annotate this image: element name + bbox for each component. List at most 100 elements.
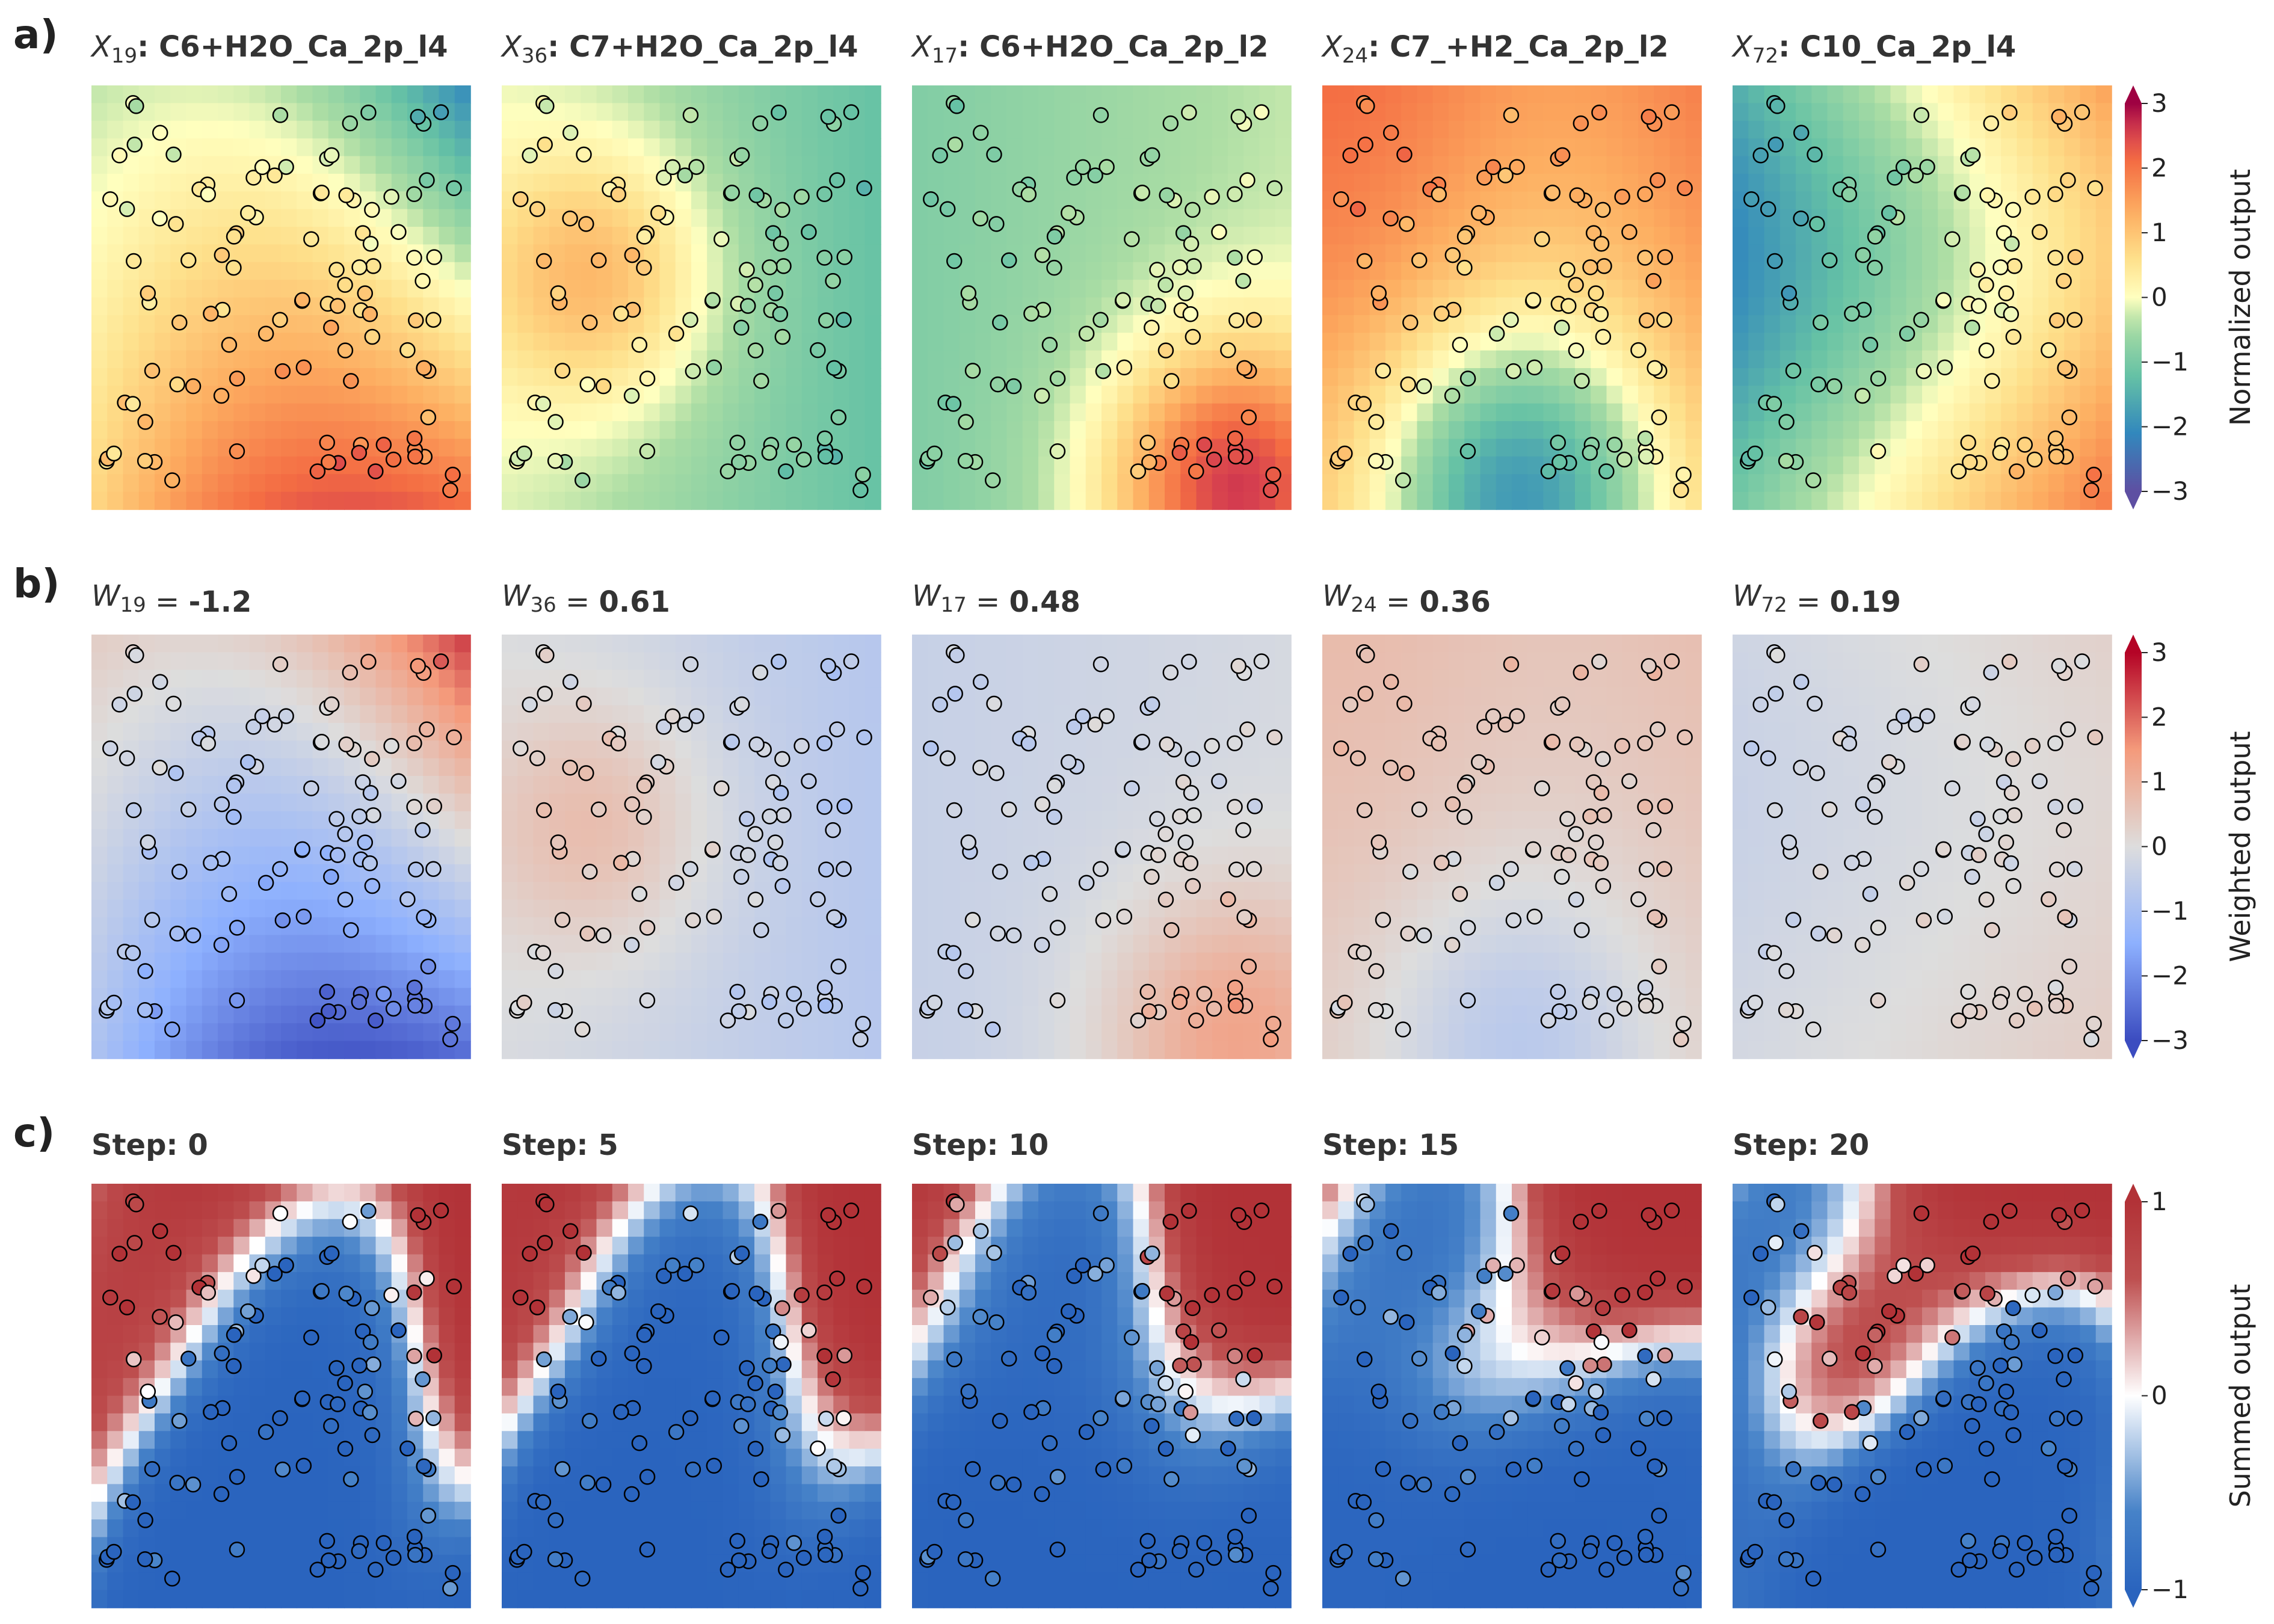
heatmap-cell <box>91 776 108 795</box>
data-point <box>795 1000 812 1017</box>
heatmap-cell <box>581 403 597 422</box>
data-point <box>1591 104 1607 121</box>
heatmap-cell <box>675 421 692 440</box>
data-point <box>1992 444 2009 461</box>
heatmap-cell <box>1449 103 1465 121</box>
data-point <box>1561 298 1577 314</box>
heatmap-cell <box>186 156 203 174</box>
data-point <box>724 185 740 201</box>
data-point <box>267 167 283 183</box>
data-point <box>733 319 750 336</box>
data-point <box>1001 252 1017 269</box>
data-point <box>704 841 721 858</box>
data-point <box>682 861 698 877</box>
data-point <box>668 875 685 891</box>
heatmap-cell <box>1606 403 1623 422</box>
heatmap-cell <box>849 280 866 298</box>
heatmap-cell <box>1275 333 1292 351</box>
data-point <box>767 285 784 301</box>
heatmap-cell <box>833 740 850 759</box>
heatmap-cell <box>738 368 755 387</box>
heatmap-cell <box>628 758 645 777</box>
heatmap-cell <box>328 474 345 493</box>
heatmap-cell <box>1275 244 1292 263</box>
heatmap-cell <box>801 368 818 387</box>
heatmap-cell <box>502 474 519 493</box>
heatmap-cell <box>533 350 550 369</box>
heatmap-cell <box>596 687 613 706</box>
data-point <box>820 657 837 674</box>
heatmap-cell <box>1575 421 1592 440</box>
heatmap-cell <box>1606 368 1623 387</box>
heatmap-cell <box>533 280 550 298</box>
heatmap-cell <box>1259 227 1276 245</box>
heatmap-cell <box>659 120 676 139</box>
heatmap-cell <box>975 864 992 883</box>
heatmap-cell <box>943 474 960 493</box>
heatmap-cell <box>1212 386 1228 404</box>
heatmap-cell <box>1811 120 1828 139</box>
heatmap-cell <box>1985 85 2002 104</box>
heatmap-cell <box>596 103 613 121</box>
heatmap-cell <box>375 156 392 174</box>
heatmap-cell <box>1354 333 1370 351</box>
heatmap-cell <box>439 350 455 369</box>
heatmap-cell <box>517 846 534 865</box>
heatmap-cell <box>265 952 282 971</box>
heatmap-cell <box>328 403 345 422</box>
heatmap-cell <box>975 970 992 989</box>
data-point <box>801 224 817 240</box>
data-point <box>337 891 354 908</box>
heatmap-cell <box>502 793 519 812</box>
data-point <box>1333 191 1349 208</box>
heatmap-cell <box>218 722 235 742</box>
heatmap-cell <box>659 227 676 245</box>
data-point <box>729 434 745 451</box>
heatmap-cell <box>2017 138 2033 157</box>
data-point <box>165 695 182 712</box>
heatmap-cell <box>912 120 929 139</box>
heatmap-cell <box>454 635 471 653</box>
heatmap-cell <box>1102 85 1118 104</box>
heatmap-cell <box>818 156 834 174</box>
heatmap-cell <box>1322 138 1339 157</box>
heatmap-cell <box>1006 103 1023 121</box>
heatmap-cell <box>707 474 724 493</box>
heatmap-cell <box>1480 297 1497 316</box>
heatmap-cell <box>675 793 692 812</box>
heatmap-cell <box>1322 386 1339 404</box>
data-point <box>446 729 462 746</box>
data-point <box>613 855 629 871</box>
heatmap-cell <box>1117 421 1134 440</box>
row-label-0: a) <box>13 11 58 58</box>
data-point <box>1970 262 1986 278</box>
heatmap-cell <box>675 227 692 245</box>
heatmap-cell <box>912 138 929 157</box>
heatmap-cell <box>738 635 755 653</box>
heatmap-cell <box>1922 491 1939 510</box>
heatmap-cell <box>107 811 124 829</box>
heatmap-cell <box>1275 315 1292 334</box>
heatmap-cell <box>549 227 565 245</box>
heatmap-cell <box>549 333 565 351</box>
heatmap-cell <box>1827 297 1844 316</box>
heatmap-cell <box>864 421 881 440</box>
heatmap-cell <box>675 988 692 1006</box>
heatmap-cell <box>707 988 724 1006</box>
heatmap-cell <box>1401 85 1418 104</box>
heatmap-cell <box>1606 315 1623 334</box>
heatmap-cell <box>265 635 282 653</box>
heatmap-cell <box>628 103 645 121</box>
heatmap-cell <box>281 85 298 104</box>
heatmap-cell <box>2080 403 2097 422</box>
heatmap-cell <box>249 103 266 121</box>
heatmap-cell <box>1322 173 1339 192</box>
data-point <box>1526 359 1543 376</box>
heatmap-cell <box>454 811 471 829</box>
heatmap-cell <box>975 829 992 847</box>
data-point <box>1822 252 1838 269</box>
heatmap-cell <box>612 333 629 351</box>
heatmap-cell <box>928 368 944 387</box>
heatmap-cell <box>864 297 881 316</box>
heatmap-cell <box>691 85 708 104</box>
